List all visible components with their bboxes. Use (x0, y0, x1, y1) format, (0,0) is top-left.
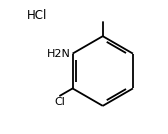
Text: HCl: HCl (26, 9, 47, 22)
Text: Cl: Cl (54, 97, 65, 107)
Text: H2N: H2N (47, 49, 71, 59)
